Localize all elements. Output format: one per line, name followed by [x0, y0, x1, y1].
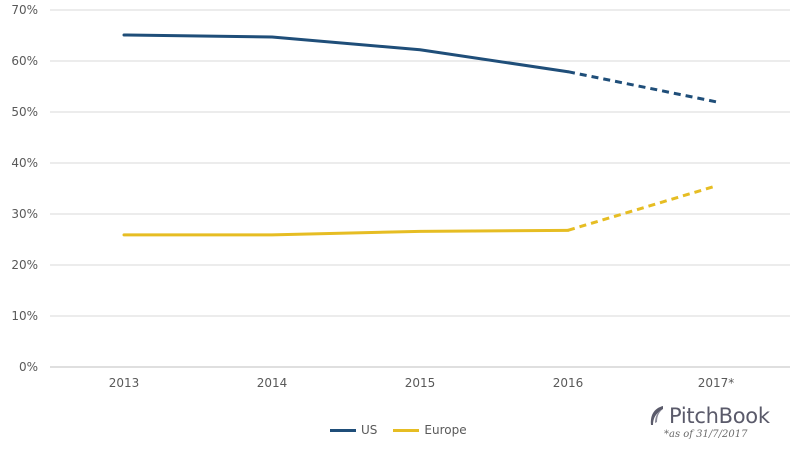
y-tick-label: 60%	[11, 54, 38, 68]
legend-swatch-us	[330, 428, 356, 432]
y-tick-label: 40%	[11, 156, 38, 170]
legend-item-us: US	[330, 423, 377, 437]
y-tick-label: 50%	[11, 105, 38, 119]
series-line-europe	[122, 228, 570, 237]
brand-block: PitchBook *as of 31/7/2017	[648, 404, 788, 440]
legend-label-europe: Europe	[424, 423, 467, 437]
line-chart: 0% 10% 20% 30% 40% 50% 60% 70% 2013 2014 2015 2016…	[11, 3, 790, 390]
legend-item-europe: Europe	[393, 423, 467, 437]
x-tick-label: 2014	[257, 376, 288, 390]
y-tick-label: 20%	[11, 258, 38, 272]
x-tick-label: 2015	[405, 376, 436, 390]
y-axis-ticks: 0% 10% 20% 30% 40% 50% 60% 70%	[11, 3, 38, 374]
pitchbook-feather-logo-icon	[650, 406, 663, 425]
gridlines	[50, 9, 790, 368]
y-tick-label: 0%	[19, 360, 38, 374]
footnote: *as of 31/7/2017	[664, 429, 748, 440]
legend: US Europe	[330, 423, 467, 437]
y-tick-label: 30%	[11, 207, 38, 221]
legend-label-us: US	[361, 423, 378, 437]
series-line-us	[122, 33, 570, 74]
brand-name: PitchBook	[669, 404, 770, 428]
x-tick-label: 2013	[109, 376, 140, 390]
series-line-us-projected	[567, 70, 717, 104]
x-tick-label: 2016	[553, 376, 584, 390]
x-axis-ticks: 2013 2014 2015 2016 2017*	[109, 376, 735, 390]
series-line-europe-projected	[567, 184, 717, 232]
series-lines	[122, 33, 717, 237]
legend-swatch-europe	[393, 428, 420, 432]
x-tick-label: 2017*	[698, 376, 735, 390]
y-tick-label: 70%	[11, 3, 38, 17]
y-tick-label: 10%	[11, 309, 38, 323]
